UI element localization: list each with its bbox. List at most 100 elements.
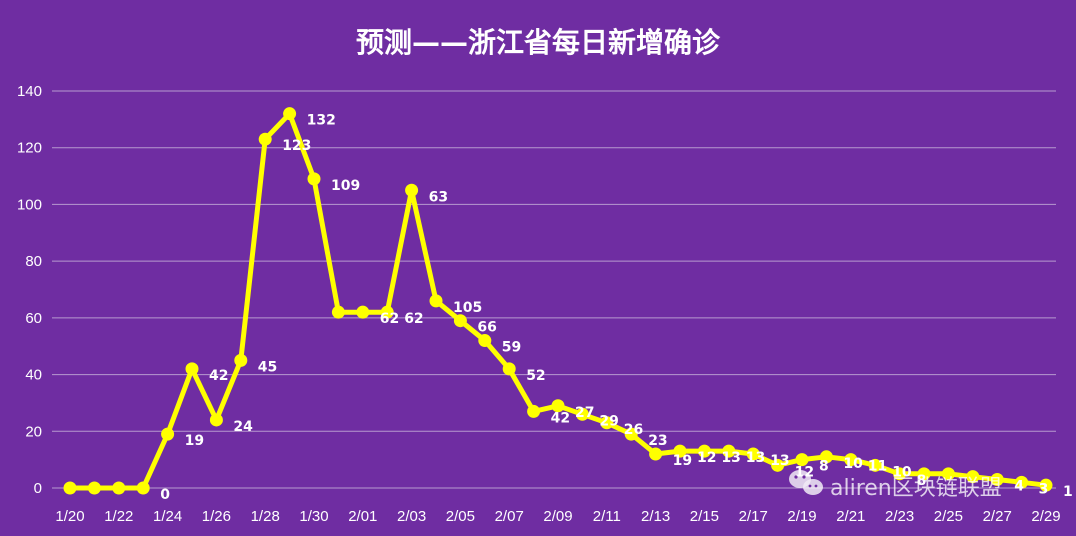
data-label: 62	[380, 311, 399, 327]
x-tick-label: 2/19	[787, 508, 816, 525]
data-point	[161, 427, 175, 441]
data-label: 13	[770, 453, 789, 469]
data-label: 27	[575, 405, 594, 421]
data-label: 12	[697, 450, 716, 466]
x-tick-label: 1/24	[153, 508, 182, 525]
x-tick-label: 1/28	[251, 508, 280, 525]
data-point	[868, 458, 882, 472]
data-label: 10	[892, 464, 912, 480]
data-label: 52	[526, 368, 545, 384]
data-label: 29	[599, 413, 618, 429]
y-tick-label: 40	[25, 367, 42, 384]
x-tick-label: 2/15	[690, 508, 719, 525]
data-point	[917, 467, 931, 481]
x-axis: 1/20 1/22 1/24 1/26 1/28 1/30 2/01 2/03 2/05 2/07…	[55, 508, 1060, 525]
x-tick-label: 2/23	[885, 508, 914, 525]
x-tick-label: 2/05	[446, 508, 475, 525]
data-label: 8	[819, 459, 829, 475]
x-tick-label: 1/30	[299, 508, 328, 525]
data-point	[380, 305, 394, 319]
x-tick-label: 1/20	[55, 508, 84, 525]
data-label: 10	[843, 456, 863, 472]
data-point	[600, 416, 614, 430]
data-label: 23	[648, 433, 667, 449]
y-tick-label: 20	[25, 423, 42, 440]
x-tick-label: 2/09	[543, 508, 572, 525]
y-tick-label: 0	[34, 480, 42, 497]
data-label: 1	[1063, 484, 1073, 500]
data-label: 105	[453, 300, 482, 316]
y-tick-label: 100	[17, 196, 42, 213]
data-point	[746, 447, 760, 461]
data-label: 13	[746, 450, 765, 466]
data-point	[575, 407, 589, 421]
data-label: 3	[1039, 481, 1049, 497]
series-line-group	[63, 107, 1053, 495]
data-label: 63	[429, 189, 448, 205]
x-tick-label: 2/27	[983, 508, 1012, 525]
data-label: 66	[477, 320, 496, 336]
chart-title: 预测——浙江省每日新增确诊	[356, 26, 721, 59]
data-label: 109	[331, 178, 360, 194]
y-axis: 0 20 40 60 80 100 120 140	[17, 83, 42, 497]
data-point	[112, 481, 126, 495]
data-point	[527, 404, 541, 418]
data-label: 123	[282, 138, 311, 154]
data-label: 11	[868, 459, 887, 475]
data-point	[209, 413, 223, 427]
data-point	[1015, 475, 1029, 489]
data-label: 19	[185, 433, 204, 449]
data-point	[453, 314, 467, 328]
x-tick-label: 1/22	[104, 508, 133, 525]
data-label: 13	[721, 450, 740, 466]
data-point	[502, 362, 516, 376]
data-point	[966, 470, 980, 484]
data-point	[87, 481, 101, 495]
data-label: 26	[624, 422, 643, 438]
x-tick-label: 2/11	[593, 508, 621, 525]
data-point	[185, 362, 199, 376]
y-tick-label: 120	[17, 140, 42, 157]
data-point	[307, 172, 321, 186]
data-point	[63, 481, 77, 495]
x-tick-label: 2/25	[934, 508, 963, 525]
x-tick-label: 2/17	[739, 508, 768, 525]
data-point	[697, 444, 711, 458]
x-tick-label: 2/13	[641, 508, 670, 525]
data-point	[331, 305, 345, 319]
data-point	[356, 305, 370, 319]
data-point	[551, 399, 565, 413]
data-point	[941, 467, 955, 481]
data-label: 132	[307, 113, 336, 129]
data-point	[1039, 478, 1053, 492]
data-point	[405, 183, 419, 197]
gridlines	[52, 90, 1056, 489]
data-label: 62	[404, 311, 423, 327]
x-tick-label: 2/21	[836, 508, 865, 525]
x-tick-label: 2/01	[348, 508, 377, 525]
y-tick-label: 60	[25, 310, 42, 327]
x-tick-label: 2/29	[1031, 508, 1060, 525]
wechat-icon	[789, 470, 823, 495]
data-point	[478, 334, 492, 348]
data-label: 42	[209, 368, 228, 384]
data-point	[624, 427, 638, 441]
data-label: 24	[233, 419, 253, 435]
data-label: 4	[1014, 478, 1024, 494]
y-tick-label: 80	[25, 253, 42, 270]
data-label: 0	[160, 487, 170, 503]
data-point	[649, 447, 663, 461]
x-tick-label: 2/03	[397, 508, 426, 525]
data-point	[771, 458, 785, 472]
data-point	[722, 444, 736, 458]
data-point	[990, 472, 1004, 486]
data-point	[819, 450, 833, 464]
x-tick-label: 2/07	[495, 508, 524, 525]
data-point	[844, 453, 858, 467]
data-point	[234, 353, 248, 367]
data-label: 45	[258, 359, 277, 375]
data-point	[673, 444, 687, 458]
data-label: 19	[673, 453, 692, 469]
